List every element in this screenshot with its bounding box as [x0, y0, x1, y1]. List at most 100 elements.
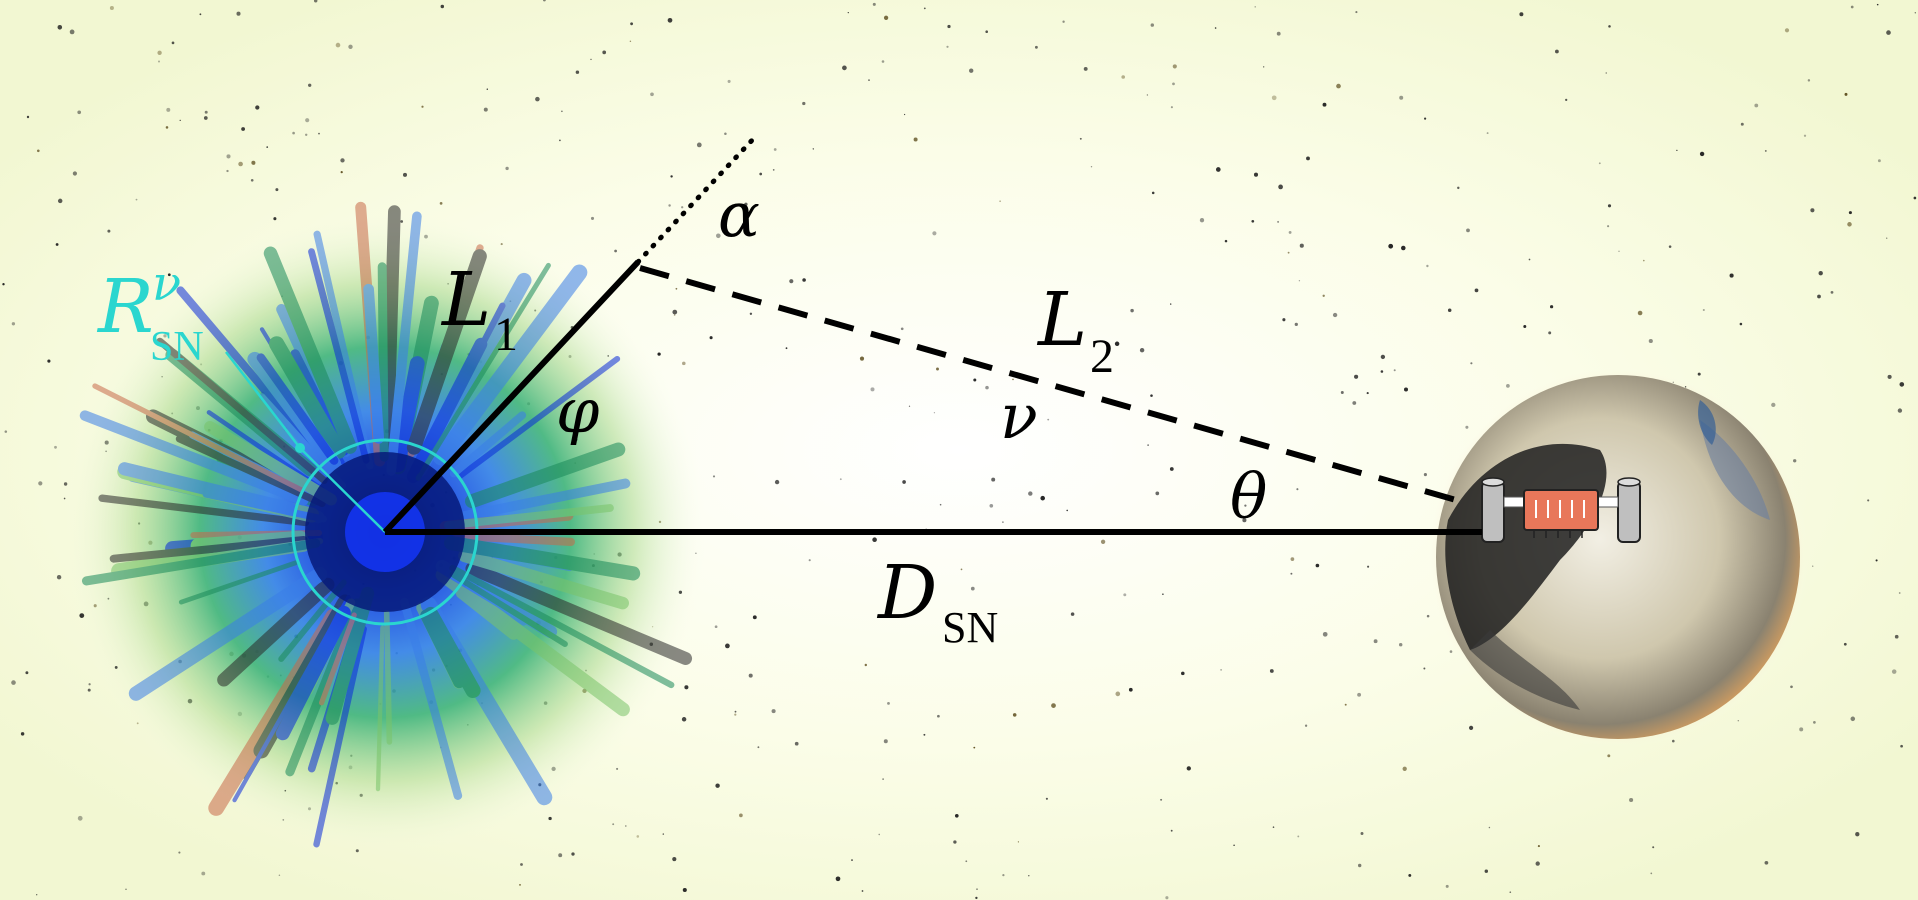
- star: [1848, 211, 1852, 215]
- star: [802, 278, 806, 282]
- supernova-ray: [432, 264, 588, 466]
- star: [1344, 703, 1347, 706]
- supernova-ray: [313, 230, 374, 470]
- star: [171, 41, 175, 45]
- supernova-ray: [449, 571, 568, 647]
- star: [872, 2, 876, 6]
- star: [673, 314, 676, 316]
- star: [1605, 72, 1607, 74]
- star: [936, 367, 939, 371]
- star: [616, 767, 619, 770]
- star: [1028, 491, 1033, 496]
- star: [1322, 294, 1325, 297]
- star: [1465, 425, 1469, 429]
- star: [1629, 797, 1634, 803]
- star: [36, 149, 40, 153]
- star: [1900, 744, 1903, 748]
- star: [1699, 151, 1705, 157]
- star: [1170, 829, 1173, 832]
- star: [1643, 259, 1645, 262]
- star: [1813, 721, 1816, 724]
- star: [883, 739, 888, 744]
- star: [1040, 495, 1045, 501]
- star: [1380, 370, 1384, 373]
- star: [1648, 338, 1653, 344]
- star: [1817, 294, 1821, 299]
- star: [1034, 45, 1038, 49]
- star: [675, 287, 678, 290]
- star: [1404, 387, 1408, 392]
- star: [1523, 325, 1527, 328]
- star: [313, 0, 318, 3]
- star: [712, 475, 716, 478]
- supernova-ray: [413, 302, 506, 475]
- star: [1843, 642, 1847, 646]
- star: [709, 336, 713, 340]
- star: [969, 68, 974, 73]
- supernova-ray: [457, 355, 621, 479]
- star: [1354, 374, 1359, 379]
- star: [630, 22, 634, 26]
- star: [1172, 64, 1177, 69]
- star: [734, 713, 737, 716]
- star: [318, 132, 320, 135]
- star: [1637, 310, 1643, 316]
- star: [340, 171, 343, 174]
- star: [1062, 20, 1065, 23]
- star: [56, 575, 62, 580]
- star: [1423, 473, 1427, 477]
- label-theta: θ: [1230, 460, 1267, 533]
- label-r-sn-sub: SN: [150, 324, 204, 370]
- supernova-ray: [444, 535, 641, 581]
- star: [1155, 491, 1160, 496]
- star: [1830, 291, 1834, 294]
- label-nu: ν: [1000, 380, 1038, 453]
- star: [520, 863, 523, 866]
- supernova-ray: [400, 597, 463, 800]
- star: [773, 148, 777, 151]
- star: [1457, 186, 1460, 190]
- star: [36, 894, 38, 896]
- star: [657, 352, 661, 356]
- star: [887, 701, 890, 705]
- supernova-ray: [383, 610, 393, 745]
- supernova-ray: [449, 411, 527, 478]
- star: [965, 860, 968, 863]
- star: [1254, 6, 1256, 8]
- star: [1332, 312, 1338, 318]
- star: [1764, 149, 1767, 152]
- star: [1618, 250, 1620, 252]
- star: [960, 568, 963, 571]
- star: [1897, 408, 1903, 413]
- supernova-ray: [81, 538, 321, 586]
- supernova-ray: [178, 560, 299, 605]
- star: [1045, 797, 1048, 800]
- star: [1535, 861, 1540, 866]
- label-r-sn: R: [96, 264, 154, 350]
- star: [340, 158, 345, 163]
- star: [590, 216, 595, 220]
- star: [839, 478, 842, 481]
- star: [991, 477, 996, 482]
- star: [954, 813, 959, 818]
- star: [1169, 467, 1174, 471]
- star: [1790, 685, 1793, 689]
- star: [913, 137, 918, 142]
- star: [1426, 264, 1429, 268]
- star: [1466, 228, 1470, 233]
- star: [1304, 724, 1308, 727]
- star: [1186, 766, 1191, 771]
- star: [1012, 713, 1017, 717]
- star: [670, 175, 673, 178]
- star: [749, 312, 753, 315]
- star: [1886, 30, 1891, 35]
- star: [989, 503, 994, 508]
- star: [109, 5, 114, 11]
- star: [1424, 117, 1427, 120]
- star: [842, 65, 847, 71]
- star: [278, 874, 281, 876]
- star: [947, 24, 951, 29]
- star: [2, 283, 5, 286]
- star: [864, 663, 868, 667]
